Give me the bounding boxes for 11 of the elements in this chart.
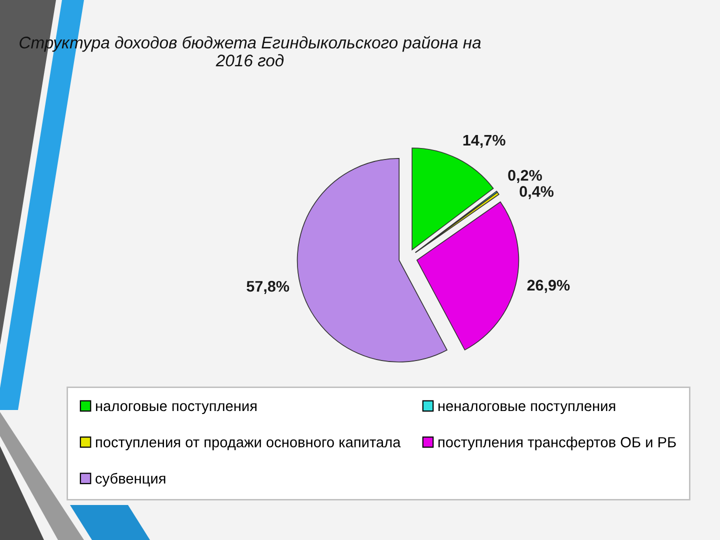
data-label: 57,8%: [246, 280, 290, 294]
data-label: 14,7%: [463, 134, 506, 148]
legend-label: неналоговые поступления: [438, 403, 616, 414]
data-label: 26,9%: [527, 280, 570, 293]
legend-label: налоговые поступления: [96, 403, 256, 414]
legend-label: поступления от продажи основного капитала: [96, 439, 401, 450]
legend-label: поступления трансфертов ОБ и РБ: [438, 436, 676, 450]
data-label: 0,4%: [520, 186, 554, 200]
data-label: 0,2%: [508, 170, 542, 183]
chart-title: Структура доходов бюджета Егиндыкольского района на 2016 год: [20, 36, 481, 66]
legend-label: субвенция: [96, 472, 166, 487]
